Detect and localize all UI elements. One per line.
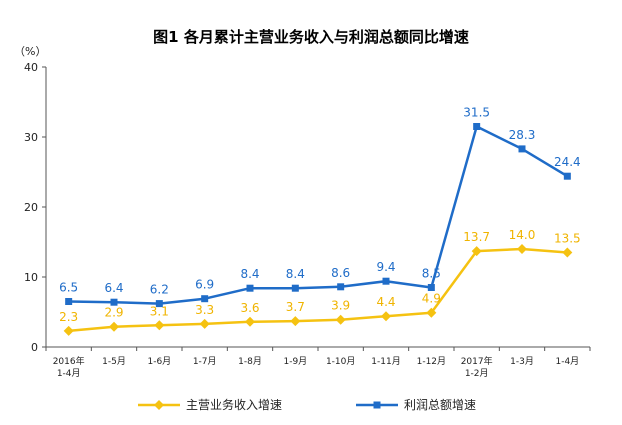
x-tick-label: 1-5月 [102,356,126,367]
x-tick-label: 1-2月 [465,368,489,379]
y-axis-unit-label: （%） [14,45,46,58]
data-label: 8.4 [286,267,305,281]
data-label: 9.4 [376,260,395,274]
chart-title: 图1 各月累计主营业务收入与利润总额同比增速 [153,28,469,46]
data-point [562,247,573,258]
data-point [337,283,345,291]
series-line [68,247,568,333]
data-point [381,311,391,322]
legend-label: 主营业务收入增速 [186,397,282,412]
data-point [427,284,435,291]
data-point [426,307,437,318]
x-tick-label: 1-10月 [326,356,355,367]
legend-label: 利润总额增速 [404,398,476,412]
data-point [517,244,527,254]
data-point [290,316,301,327]
data-label: 28.3 [509,128,536,142]
data-label: 14.0 [509,228,536,242]
data-label: 3.1 [150,304,169,318]
data-label: 6.4 [104,281,123,295]
data-label: 8.5 [422,267,441,281]
x-tick-label: 2016年 [53,355,85,367]
legend-marker [373,401,381,409]
data-label: 4.4 [376,295,395,309]
x-tick-label: 1-8月 [238,356,262,367]
data-point [473,123,481,130]
data-label: 24.4 [554,155,581,169]
data-label: 4.9 [422,292,441,306]
data-point [563,172,571,180]
x-tick-label: 1-11月 [371,356,400,367]
x-tick-label: 1-4月 [57,368,81,379]
data-label: 2.3 [59,310,78,324]
x-tick-label: 1-4月 [555,356,579,367]
data-point [245,316,255,327]
x-tick-label: 1-7月 [193,356,217,367]
x-tick-label: 1-6月 [147,356,171,367]
y-tick-label: 20 [24,201,38,214]
data-point [109,321,119,332]
legend-marker [154,400,164,410]
series-0: 2.3 2.9 3.1 3.3 3.6 3.7 3.9 4.4 4.9 13.7 14.0 13.5 [59,228,581,336]
data-label: 6.2 [150,283,169,297]
x-tick-label: 1-3月 [510,356,534,367]
data-label: 3.3 [195,303,214,317]
data-label: 31.5 [463,106,490,120]
data-point [201,295,209,303]
data-point [518,145,526,153]
x-tick-label: 1-12月 [417,356,446,367]
data-label: 13.5 [554,232,581,246]
data-point [199,318,210,329]
data-point [154,320,165,331]
data-point [335,314,346,325]
y-tick-label: 10 [24,271,38,284]
data-label: 13.7 [463,230,490,244]
data-label: 6.9 [195,278,214,292]
series-layer: 2.3 2.9 3.1 3.3 3.6 3.7 3.9 4.4 4.913.7 14.0 13.56… [59,106,581,336]
y-tick-label: 30 [24,131,38,144]
data-point [291,284,299,292]
data-label: 2.9 [104,306,123,320]
data-point [110,298,118,306]
data-point [471,246,482,257]
legend-item: 主营业务收入增速 [138,397,282,412]
legend: 主营业务收入增速 利润总额增速 [138,397,476,412]
y-tick-label: 40 [24,61,38,74]
y-tick-label: 0 [31,341,38,354]
data-label: 8.6 [331,266,350,280]
x-tick-label: 1-9月 [283,356,307,367]
legend-item: 利润总额增速 [356,398,476,412]
data-point [382,277,390,285]
data-point [246,284,254,292]
data-label: 3.7 [286,300,305,314]
series-1: 6.5 6.4 6.2 6.9 8.4 8.4 8.6 9.4 8.5 31.5 28.3 24.4 [59,106,581,308]
data-label: 8.4 [240,267,259,281]
data-point [63,325,74,336]
data-label: 3.6 [240,301,259,315]
data-label: 6.5 [59,281,78,295]
data-point [65,298,73,305]
x-tick-label: 2017年 [461,355,493,367]
data-point [155,300,163,308]
data-label: 3.9 [331,299,350,313]
series-line [68,125,568,305]
